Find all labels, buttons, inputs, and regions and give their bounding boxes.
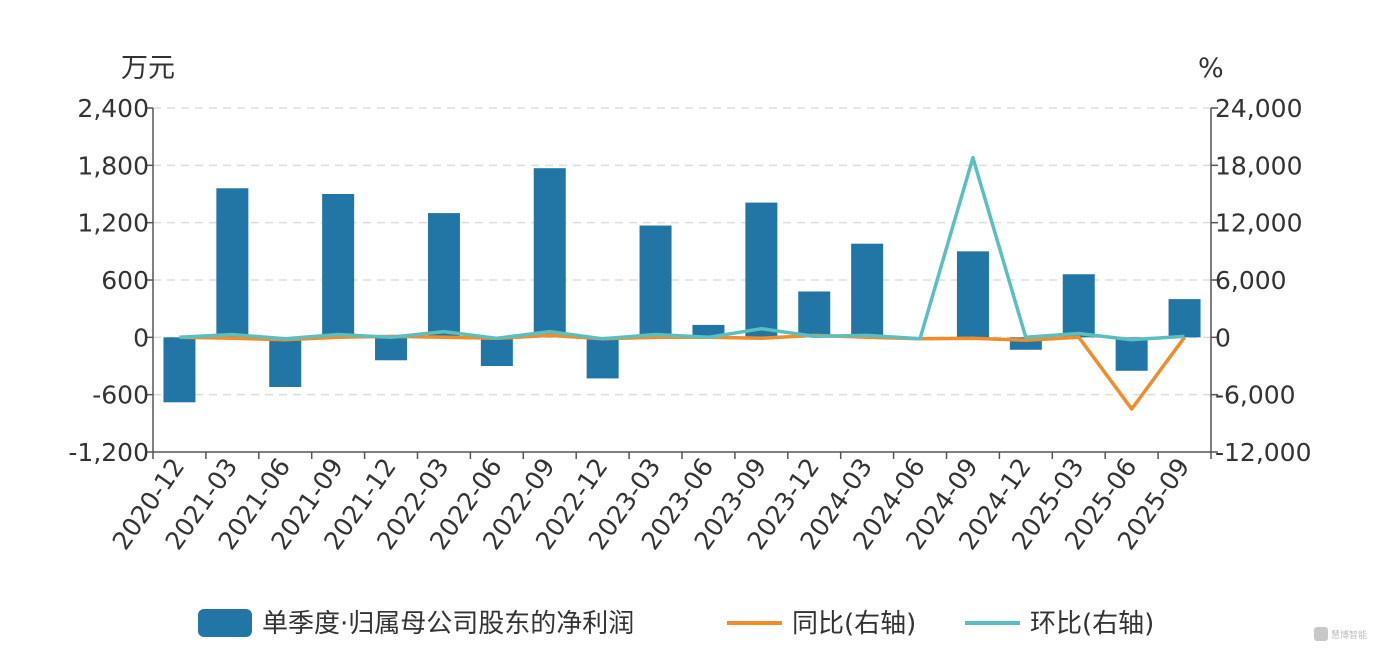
left-tick-label: 0 [133, 323, 149, 352]
left-axis-ticks: -1,200 -600 0 600 1,200 1,800 2,400 [68, 94, 153, 467]
bar [163, 337, 196, 403]
left-tick-label: -1,200 [68, 438, 149, 467]
legend-swatch-bar [198, 609, 252, 637]
line-series [179, 155, 1186, 411]
bar [216, 188, 249, 338]
watermark-text: 慧博智能 [1331, 629, 1367, 641]
bar [798, 291, 831, 338]
x-axis-ticks: 2020-122021-032021-062021-092021-122022-… [107, 452, 1212, 555]
watermark: 慧博智能 [1314, 627, 1367, 641]
bar [639, 225, 672, 338]
right-tick-label: 12,000 [1215, 209, 1302, 238]
right-axis-ticks: -12,000 -6,000 0 6,000 12,000 18,000 24,000 [1211, 94, 1312, 467]
right-tick-label: 18,000 [1215, 151, 1302, 180]
bar [1168, 299, 1201, 338]
right-tick-label: 6,000 [1215, 266, 1287, 295]
right-axis-unit: % [1198, 53, 1224, 84]
logo-icon [1314, 627, 1328, 641]
left-tick-label: -600 [92, 381, 149, 410]
series-line [179, 155, 1185, 342]
right-tick-label: 0 [1215, 323, 1231, 352]
bar [480, 337, 513, 366]
right-tick-label: -12,000 [1215, 438, 1312, 467]
bar [375, 337, 408, 361]
legend-label: 单季度·归属母公司股东的净利润 [262, 609, 634, 639]
bar-series [163, 168, 1201, 403]
gridlines [153, 107, 1211, 396]
left-tick-label: 1,800 [77, 151, 149, 180]
bar [427, 213, 460, 338]
right-tick-label: -6,000 [1215, 381, 1296, 410]
bar [956, 251, 989, 338]
left-tick-label: 2,400 [77, 94, 149, 123]
bar [1115, 337, 1148, 371]
bar [586, 337, 619, 379]
bar [269, 337, 302, 388]
bar [745, 202, 778, 338]
bar [851, 243, 884, 338]
left-axis-unit: 万元 [121, 53, 175, 84]
legend-label: 环比(右轴) [1030, 609, 1154, 639]
left-tick-label: 600 [101, 266, 149, 295]
bar [1062, 274, 1095, 338]
left-tick-label: 1,200 [77, 209, 149, 238]
legend-label: 同比(右轴) [792, 609, 916, 639]
right-tick-label: 24,000 [1215, 94, 1302, 123]
legend: 单季度·归属母公司股东的净利润 同比(右轴) 环比(右轴) [198, 609, 1154, 639]
bar [533, 168, 566, 338]
bar [322, 194, 355, 338]
